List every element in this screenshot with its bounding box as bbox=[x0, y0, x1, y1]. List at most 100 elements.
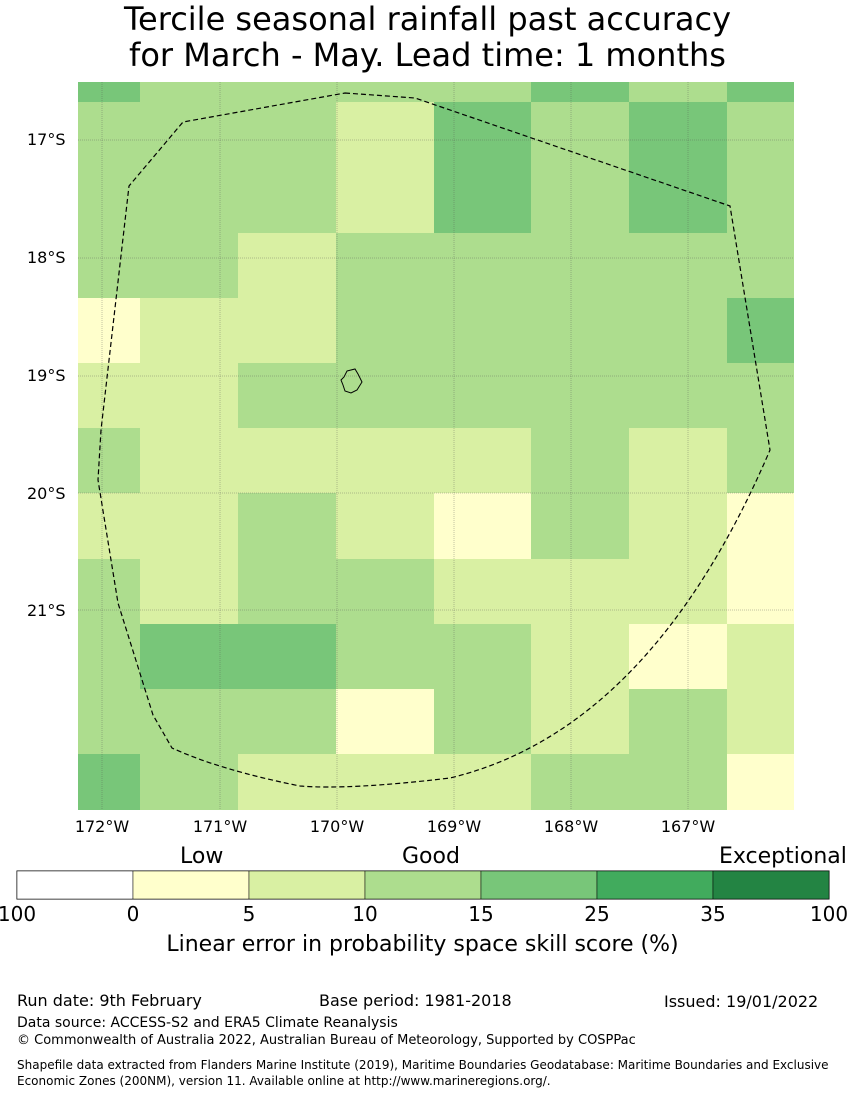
legend-category-exceptional: Exceptional bbox=[719, 844, 847, 869]
colorbar bbox=[16, 870, 830, 900]
skill-cell bbox=[238, 689, 336, 754]
copyright: © Commonwealth of Australia 2022, Austra… bbox=[17, 1033, 636, 1048]
colorbar-tick: 35 bbox=[700, 902, 726, 926]
skill-cell bbox=[434, 298, 531, 363]
skill-cell bbox=[140, 428, 238, 493]
skill-cell bbox=[727, 754, 794, 810]
skill-cell bbox=[238, 82, 336, 102]
skill-cell bbox=[629, 363, 727, 428]
skill-cell bbox=[629, 82, 727, 102]
skill-cell bbox=[238, 363, 336, 428]
legend-category-good: Good bbox=[402, 844, 460, 869]
skill-cell bbox=[336, 102, 434, 168]
lon-label: 167°W bbox=[660, 817, 716, 836]
skill-cell bbox=[78, 624, 140, 689]
skill-cell bbox=[140, 689, 238, 754]
skill-cell bbox=[531, 298, 629, 363]
colorbar-swatch bbox=[248, 870, 366, 900]
skill-cell bbox=[140, 168, 238, 233]
skill-cell bbox=[238, 168, 336, 233]
skill-cell bbox=[78, 493, 140, 559]
skill-cell bbox=[434, 168, 531, 233]
skill-cell bbox=[629, 428, 727, 493]
legend-category-low: Low bbox=[180, 844, 224, 869]
skill-cell bbox=[629, 493, 727, 559]
skill-cell bbox=[140, 233, 238, 298]
colorbar-swatch bbox=[712, 870, 830, 900]
colorbar-tick: 0 bbox=[126, 902, 140, 926]
skill-cell bbox=[78, 298, 140, 363]
skill-cell bbox=[78, 82, 140, 102]
skill-cell bbox=[629, 559, 727, 624]
skill-cell bbox=[140, 754, 238, 810]
skill-cell bbox=[336, 298, 434, 363]
shapefile-credit: Shapefile data extracted from Flanders M… bbox=[17, 1058, 829, 1088]
colorbar-swatch bbox=[16, 870, 134, 900]
skill-cell bbox=[531, 233, 629, 298]
skill-cell bbox=[629, 624, 727, 689]
skill-cell bbox=[727, 559, 794, 624]
skill-cell bbox=[629, 233, 727, 298]
colorbar-tick: 15 bbox=[468, 902, 494, 926]
skill-cell bbox=[531, 168, 629, 233]
skill-cell bbox=[434, 624, 531, 689]
skill-cell bbox=[238, 102, 336, 168]
lat-label: 18°S bbox=[27, 248, 66, 267]
skill-cell bbox=[336, 82, 434, 102]
skill-cell bbox=[727, 298, 794, 363]
skill-cell bbox=[140, 363, 238, 428]
colorbar-swatch bbox=[364, 870, 482, 900]
skill-cell bbox=[727, 82, 794, 102]
skill-cell bbox=[629, 754, 727, 810]
skill-cell bbox=[727, 624, 794, 689]
colorbar-swatch bbox=[480, 870, 598, 900]
skill-cell bbox=[434, 82, 531, 102]
skill-cell bbox=[727, 689, 794, 754]
skill-cell bbox=[78, 754, 140, 810]
skill-cell bbox=[336, 624, 434, 689]
skill-cell bbox=[629, 168, 727, 233]
skill-cell bbox=[238, 493, 336, 559]
island-outline bbox=[340, 368, 363, 394]
skill-cell bbox=[434, 559, 531, 624]
colorbar-tick: 10 bbox=[352, 902, 378, 926]
skill-cell bbox=[78, 168, 140, 233]
skill-cell bbox=[336, 168, 434, 233]
skill-cell bbox=[78, 363, 140, 428]
skill-cell bbox=[78, 689, 140, 754]
base-period: Base period: 1981-2018 bbox=[319, 991, 512, 1010]
skill-cell bbox=[238, 298, 336, 363]
skill-cell bbox=[336, 233, 434, 298]
issued-date: Issued: 19/01/2022 bbox=[664, 992, 819, 1011]
skill-cell bbox=[531, 754, 629, 810]
skill-grid bbox=[78, 82, 794, 810]
lon-label: 169°W bbox=[426, 817, 482, 836]
skill-cell bbox=[78, 428, 140, 493]
skill-cell bbox=[531, 82, 629, 102]
colorbar-title: Linear error in probability space skill … bbox=[166, 932, 679, 957]
skill-cell bbox=[434, 363, 531, 428]
skill-cell bbox=[336, 428, 434, 493]
colorbar-swatch bbox=[132, 870, 250, 900]
skill-cell bbox=[238, 754, 336, 810]
eez-boundary bbox=[97, 92, 771, 788]
skill-cell bbox=[140, 298, 238, 363]
skill-cell bbox=[336, 754, 434, 810]
skill-cell bbox=[336, 363, 434, 428]
skill-cell bbox=[78, 102, 140, 168]
skill-cell bbox=[78, 233, 140, 298]
skill-cell bbox=[336, 559, 434, 624]
skill-cell bbox=[727, 233, 794, 298]
skill-cell bbox=[238, 559, 336, 624]
skill-cell bbox=[140, 102, 238, 168]
skill-cell bbox=[727, 102, 794, 168]
lon-label: 168°W bbox=[543, 817, 599, 836]
skill-cell bbox=[140, 493, 238, 559]
skill-cell bbox=[531, 363, 629, 428]
skill-cell bbox=[434, 689, 531, 754]
lat-label: 21°S bbox=[27, 601, 66, 620]
lat-label: 20°S bbox=[27, 484, 66, 503]
skill-cell bbox=[531, 689, 629, 754]
colorbar-tick: 100 bbox=[809, 902, 849, 926]
skill-cell bbox=[531, 102, 629, 168]
